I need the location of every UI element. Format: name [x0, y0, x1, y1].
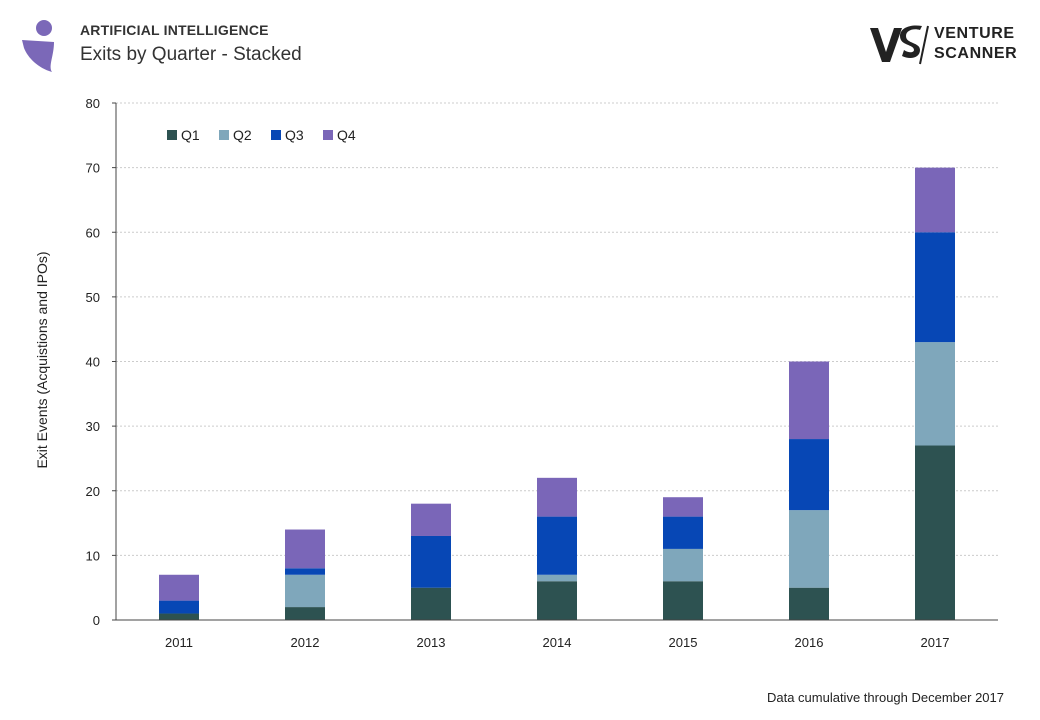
bar-2015-Q1: [663, 581, 703, 620]
legend-label-Q4: Q4: [337, 127, 356, 143]
bar-2014-Q4: [537, 477, 577, 517]
x-tick-label: 2013: [417, 635, 446, 650]
legend-swatch-Q2: [219, 130, 229, 140]
bar-2016-Q1: [789, 587, 829, 620]
x-tick-label: 2012: [291, 635, 320, 650]
x-tick-label: 2011: [165, 635, 193, 650]
legend-swatch-Q1: [167, 130, 177, 140]
y-tick-label: 60: [86, 225, 100, 240]
bars-layer: [159, 167, 955, 620]
bar-2016-Q3: [789, 439, 829, 511]
brand-line-1: VENTURE: [934, 25, 1015, 42]
chart-title: Exits by Quarter - Stacked: [80, 44, 302, 65]
bar-2017-Q1: [915, 445, 955, 620]
ai-category-icon: [22, 20, 54, 72]
y-tick-label: 20: [86, 484, 100, 499]
bar-2016-Q4: [789, 361, 829, 440]
bar-2012-Q4: [285, 529, 325, 569]
y-tick-label: 30: [86, 419, 100, 434]
bar-2011-Q1: [159, 613, 199, 620]
bar-2017-Q4: [915, 167, 955, 233]
x-tick-label: 2016: [795, 635, 824, 650]
bar-2014-Q1: [537, 581, 577, 620]
legend-label-Q2: Q2: [233, 127, 252, 143]
bar-2014-Q3: [537, 516, 577, 575]
header: ARTIFICIAL INTELLIGENCE Exits by Quarter…: [0, 0, 1040, 80]
legend-label-Q3: Q3: [285, 127, 304, 143]
bar-2011-Q3: [159, 600, 199, 614]
bar-2012-Q1: [285, 607, 325, 620]
y-tick-label: 80: [86, 96, 100, 111]
bar-2017-Q2: [915, 342, 955, 446]
y-tick-label: 50: [86, 290, 100, 305]
footer-note: Data cumulative through December 2017: [766, 690, 1004, 705]
y-tick-label: 70: [86, 161, 100, 176]
axis-layer: 0 10 20 30 40 50 60 70 80 2011 2012 2013 2014 2015 201…: [86, 96, 998, 650]
bar-2016-Q2: [789, 510, 829, 588]
brand-name: VENTURE SCANNER: [934, 24, 1017, 64]
x-tick-label: 2015: [669, 635, 698, 650]
brand-line-2: SCANNER: [934, 45, 1018, 62]
legend-label-Q1: Q1: [181, 127, 200, 143]
y-tick-label: 10: [86, 548, 100, 563]
y-tick-label: 0: [93, 613, 100, 628]
y-axis-title: Exit Events (Acquistions and IPOs): [34, 251, 50, 468]
legend: Q1 Q2 Q3 Q4: [167, 127, 356, 143]
bar-2012-Q3: [285, 568, 325, 575]
bar-2011-Q4: [159, 574, 199, 601]
vs-logo-icon: [870, 25, 929, 65]
bar-2013-Q3: [411, 535, 451, 588]
bar-2014-Q2: [537, 574, 577, 582]
bar-2013-Q1: [411, 587, 451, 620]
bar-2017-Q3: [915, 232, 955, 343]
bar-2012-Q2: [285, 574, 325, 608]
bar-2015-Q2: [663, 548, 703, 582]
bar-2015-Q3: [663, 516, 703, 549]
x-tick-label: 2014: [543, 635, 572, 650]
category-label: ARTIFICIAL INTELLIGENCE: [80, 22, 269, 38]
legend-swatch-Q3: [271, 130, 281, 140]
y-tick-label: 40: [86, 355, 100, 370]
bar-2015-Q4: [663, 497, 703, 517]
venture-scanner-logo: VENTURE SCANNER: [868, 22, 1028, 68]
legend-swatch-Q4: [323, 130, 333, 140]
bar-2013-Q4: [411, 503, 451, 536]
x-tick-label: 2017: [921, 635, 950, 650]
